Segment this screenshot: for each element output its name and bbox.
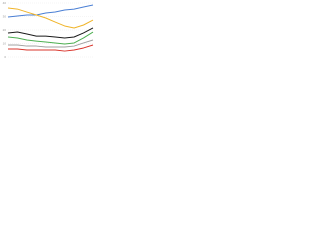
series-line <box>8 39 94 48</box>
series-line <box>7 7 94 29</box>
chart: 0 10 20 30 40 <box>3 1 94 59</box>
series-line <box>8 44 94 52</box>
y-tick-label: 30 <box>3 14 7 18</box>
series-line <box>7 27 94 39</box>
page: {"chart_data": {"type": "line", "categor… <box>0 0 100 71</box>
series-line <box>7 31 94 45</box>
y-tick-label: 0 <box>4 55 6 59</box>
series-line <box>7 4 94 18</box>
y-tick-label: 10 <box>3 41 7 45</box>
y-tick-label: 40 <box>3 1 7 5</box>
y-tick-label: 20 <box>3 28 7 32</box>
